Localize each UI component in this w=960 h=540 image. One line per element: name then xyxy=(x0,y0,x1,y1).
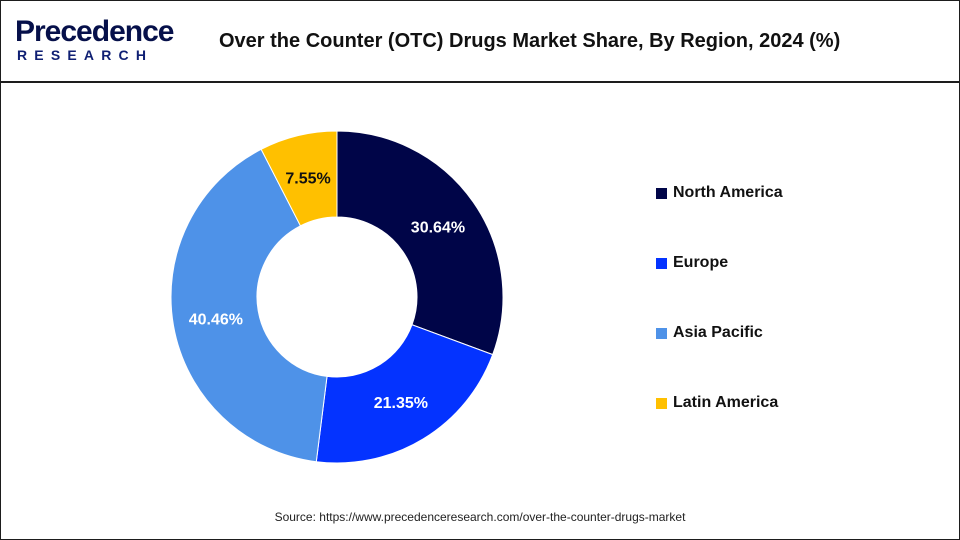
slice-north-america xyxy=(336,130,504,356)
header: Precedence RESEARCH Over the Counter (OT… xyxy=(1,1,959,83)
source-note: Source: https://www.precedenceresearch.c… xyxy=(274,510,686,524)
data-label-europe: 21.35% xyxy=(374,395,428,412)
slice-europe xyxy=(315,324,494,464)
legend-item-north-america: North America xyxy=(656,183,783,203)
legend-item-asia-pacific: Asia Pacific xyxy=(656,323,763,343)
slice-latin-america xyxy=(260,130,338,227)
chart-title: Over the Counter (OTC) Drugs Market Shar… xyxy=(219,30,841,52)
logo-wordmark: Precedence xyxy=(15,15,174,48)
legend-item-latin-america: Latin America xyxy=(656,393,778,413)
data-label-latin-america: 7.55% xyxy=(285,170,330,187)
legend-label: Asia Pacific xyxy=(673,324,763,341)
donut-chart: 30.64% 21.35% 40.46% 7.55% xyxy=(170,130,504,464)
brand-logo: Precedence RESEARCH xyxy=(15,15,185,65)
legend-swatch xyxy=(656,187,667,199)
legend-swatch xyxy=(656,257,667,269)
legend-item-europe: Europe xyxy=(656,253,728,273)
slice-asia-pacific xyxy=(170,148,328,463)
data-label-asia-pacific: 40.46% xyxy=(189,311,243,328)
legend-swatch xyxy=(656,397,667,409)
legend-label: North America xyxy=(673,184,783,201)
data-label-north-america: 30.64% xyxy=(411,220,465,237)
legend-label: Europe xyxy=(673,254,729,271)
legend-label: Latin America xyxy=(673,394,779,411)
logo-subtext: RESEARCH xyxy=(17,47,154,63)
legend-swatch xyxy=(656,327,667,339)
